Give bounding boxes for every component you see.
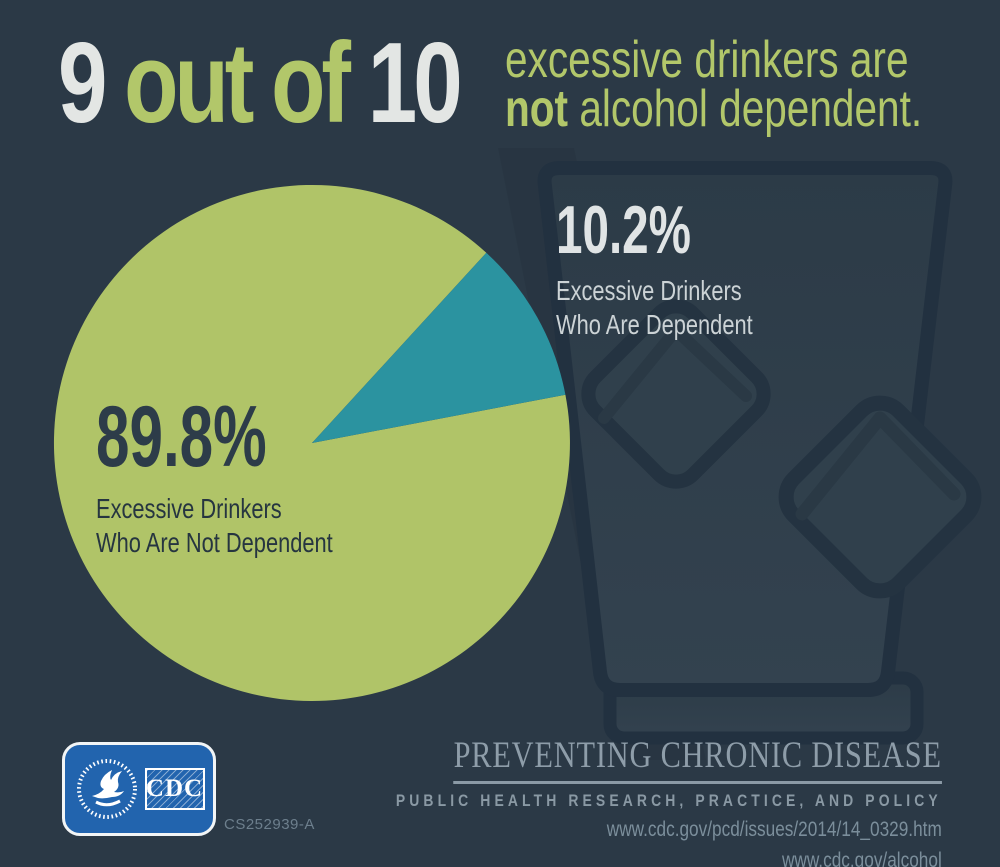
pie-chart [53, 184, 570, 701]
not-dependent-label-line2: Who Are Not Dependent [96, 527, 333, 558]
dependent-label-line1: Excessive Drinkers [556, 275, 742, 306]
ice-cube-right-highlight [795, 411, 961, 521]
pie-slice-not-dependent [53, 184, 570, 701]
ice-cube-left-icon [581, 299, 771, 489]
cdc-wordmark: CDC [145, 775, 204, 802]
pie-slice-dependent [312, 252, 566, 443]
not-dependent-percentage: 89.8% [96, 389, 267, 485]
document-id: CS252939-A [224, 816, 315, 833]
hhs-eagle-wing-stroke [94, 799, 121, 807]
whiskey-glass-icon [498, 148, 982, 760]
journal-subtitle: PUBLIC HEALTH RESEARCH, PRACTICE, AND PO… [396, 791, 942, 810]
headline-not: not [505, 80, 569, 138]
alcohol-url-link[interactable]: www.cdc.gov/alcohol [782, 849, 942, 867]
dependent-percentage: 10.2% [556, 192, 691, 268]
headline-nine: 9 [58, 20, 107, 147]
callout-not-dependent: 89.8% Excessive Drinkers Who Are Not Dep… [96, 394, 400, 560]
hhs-eagle-icon [76, 759, 137, 819]
headline-line2-rest: alcohol dependent. [579, 80, 923, 138]
not-dependent-label-line1: Excessive Drinkers [96, 493, 282, 524]
cdc-hhs-logo: CDC [62, 742, 216, 836]
ice-cube-right-icon [778, 395, 982, 599]
dependent-label-line2: Who Are Dependent [556, 309, 753, 340]
cdc-wordmark-box: CDC [144, 768, 205, 810]
headline-line1: excessive drinkers are [505, 31, 909, 89]
headline-ten: 10 [367, 20, 463, 147]
headline-statement: excessive drinkers are not alcohol depen… [505, 31, 922, 135]
article-url-link[interactable]: www.cdc.gov/pcd/issues/2014/14_0329.htm [606, 818, 942, 841]
callout-dependent: 10.2% Excessive Drinkers Who Are Depende… [556, 196, 808, 342]
journal-title: PREVENTING CHRONIC DISEASE [453, 734, 942, 784]
headline-line2: not alcohol dependent. [505, 83, 922, 135]
footer: PREVENTING CHRONIC DISEASE PUBLIC HEALTH… [276, 734, 942, 867]
hhs-seal-text-ring [76, 759, 137, 819]
headline-big-numbers: 9 out of 10 [58, 24, 463, 144]
hhs-eagle-shape [91, 770, 124, 799]
ice-cube-left-highlight [598, 324, 752, 424]
headline-out-of: out of [124, 20, 351, 147]
